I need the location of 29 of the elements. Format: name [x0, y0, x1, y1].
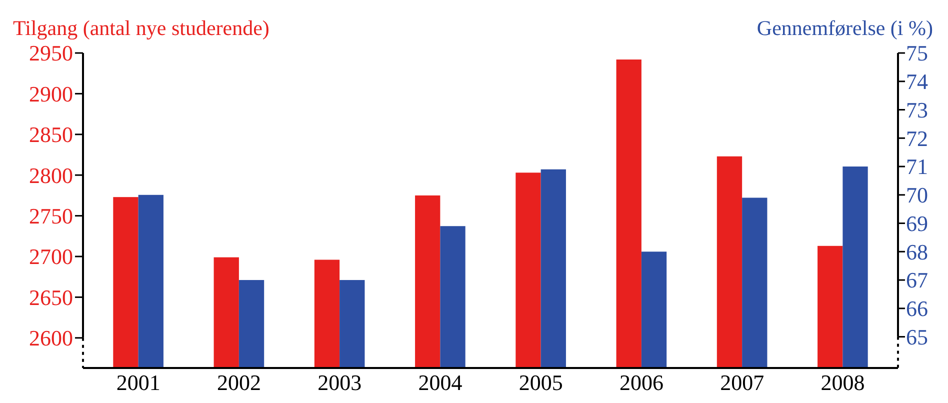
y2-tick-label: 69 — [906, 210, 928, 236]
y2-tick-label: 70 — [906, 182, 928, 208]
y2-tick-label: 72 — [906, 126, 928, 151]
y2-axis-title: Gennemførelse (i %) — [756, 16, 934, 40]
x-tick-label: 2008 — [820, 370, 865, 395]
y2-tick-label: 73 — [906, 97, 928, 122]
y2-tick-label: 74 — [906, 69, 928, 94]
y2-tick-label: 67 — [906, 268, 928, 293]
x-tick-label: 2006 — [619, 370, 664, 395]
y2-tick-label: 71 — [906, 154, 928, 180]
y2-tick-label: 65 — [906, 324, 928, 350]
y-tick-label: 2900 — [29, 81, 73, 106]
y-tick-label: 2800 — [29, 162, 73, 188]
x-tick-label: 2005 — [518, 370, 563, 395]
y-tick-label: 2750 — [29, 203, 73, 228]
y-tick-label: 2700 — [29, 244, 73, 270]
y-tick-label: 2850 — [29, 122, 73, 148]
y2-tick-label: 68 — [906, 239, 928, 264]
x-tick-label: 2004 — [418, 370, 462, 395]
x-tick-label: 2001 — [116, 370, 160, 395]
x-tick-label: 2007 — [720, 370, 764, 395]
y2-tick-label: 66 — [906, 296, 928, 322]
y2-tick-label: 75 — [906, 40, 928, 66]
y-tick-label: 2650 — [29, 284, 73, 310]
y-tick-label: 2950 — [29, 40, 73, 66]
x-tick-label: 2002 — [216, 370, 261, 395]
y-axis-title: Tilgang (antal nye studerende) — [13, 16, 270, 40]
y-tick-label: 2600 — [29, 326, 73, 351]
x-tick-label: 2003 — [318, 370, 362, 395]
